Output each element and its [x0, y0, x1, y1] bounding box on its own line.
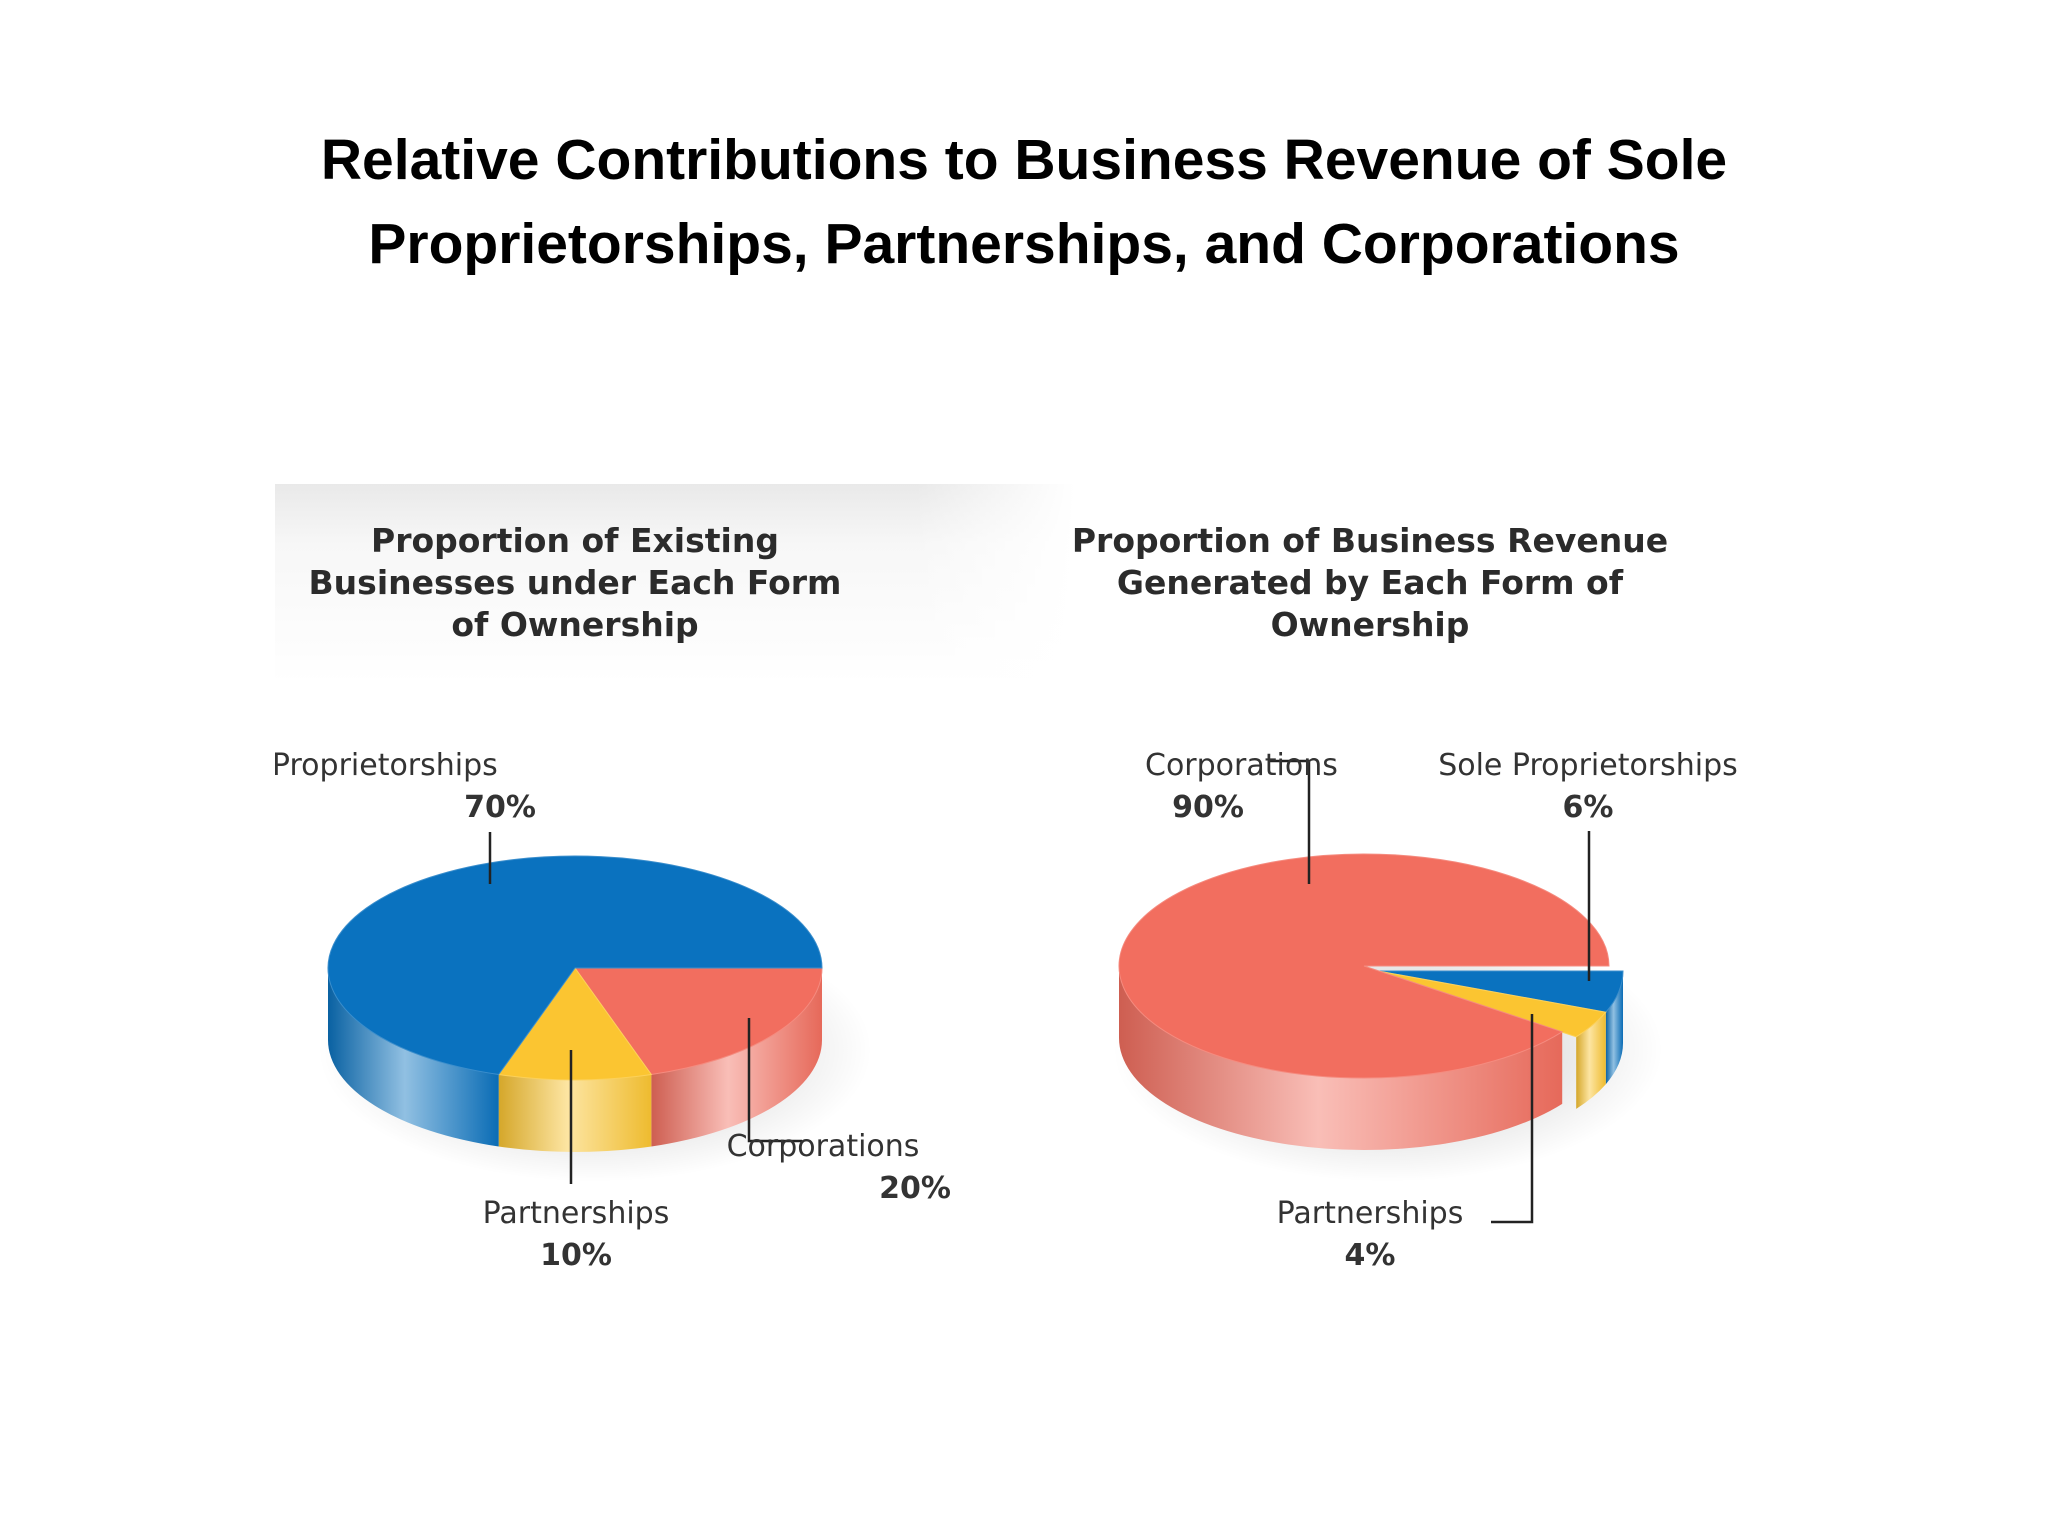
slice-label: Partnerships	[483, 1196, 670, 1231]
callout-line	[747, 1018, 802, 1143]
slide-title-line: Proprietorships, Partnerships, and Corpo…	[368, 212, 1680, 276]
slice-value-label: 90%	[1172, 790, 1244, 825]
slice-label: Partnerships	[1277, 1196, 1464, 1231]
pie-slice-corporations	[574, 967, 823, 1076]
chart-title-line: Proportion of Business Revenue	[1071, 521, 1669, 560]
pie-chart: Corporations 90% Sole Proprietorships 6% Par…	[1113, 748, 1738, 1273]
business-revenue-chart: Proportion of Business Revenue Generated…	[1040, 484, 1840, 1304]
slice-value-label: 10%	[540, 1238, 612, 1273]
pie-slice-corporations	[1118, 853, 1610, 1079]
slice-value-label: 20%	[879, 1171, 951, 1206]
pie-chart: Sole Proprietorships 70% Partnerships 10% Co…	[275, 748, 951, 1273]
slice-value-label: 4%	[1345, 1238, 1396, 1273]
pie-slice-side	[1576, 1012, 1606, 1109]
pie-slice-side	[651, 968, 822, 1147]
callout-line	[1491, 1014, 1534, 1224]
chart-title-line: Businesses under Each Form	[308, 563, 842, 602]
pie-slice-partnerships	[497, 967, 653, 1081]
chart-title: Proportion of Existing Businesses under …	[275, 520, 875, 646]
slide-title-line: Relative Contributions to Business Reven…	[320, 128, 1728, 192]
existing-businesses-chart: Proportion of Existing Businesses under …	[275, 484, 1075, 1304]
pie-slice-partnerships	[1377, 970, 1607, 1038]
chart-title: Proportion of Business Revenue Generated…	[1070, 520, 1670, 646]
chart-title-line: Generated by Each Form of	[1116, 563, 1624, 602]
slice-label: Sole Proprietorships	[275, 748, 498, 783]
chart-title-line: Proportion of Existing	[371, 521, 779, 560]
chart-title-line: Ownership	[1270, 605, 1470, 644]
slice-value-label: 6%	[1563, 790, 1614, 825]
slice-label: Sole Proprietorships	[1438, 748, 1738, 783]
pie-slice-sole-proprietorships	[327, 855, 823, 1076]
slice-label: Corporations	[727, 1129, 920, 1164]
pie-slice-side	[498, 1074, 652, 1152]
slide-title: Relative Contributions to Business Reven…	[224, 118, 1824, 286]
slice-label: Corporations	[1145, 748, 1338, 783]
pie-slice-side	[1119, 966, 1563, 1150]
slice-value-label: 70%	[464, 790, 536, 825]
pie-slice-side	[328, 968, 499, 1147]
pie-slice-side	[1605, 971, 1623, 1085]
callout-line	[1269, 759, 1311, 884]
chart-title-line: of Ownership	[451, 605, 699, 644]
